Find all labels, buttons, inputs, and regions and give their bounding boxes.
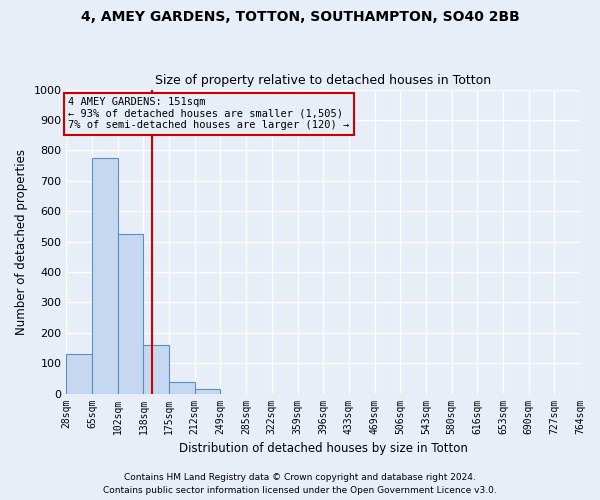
Title: Size of property relative to detached houses in Totton: Size of property relative to detached ho…	[155, 74, 491, 87]
Bar	[92, 158, 118, 394]
Bar	[118, 234, 143, 394]
Bar	[67, 354, 92, 394]
Bar	[143, 345, 169, 394]
Text: 4 AMEY GARDENS: 151sqm
← 93% of detached houses are smaller (1,505)
7% of semi-d: 4 AMEY GARDENS: 151sqm ← 93% of detached…	[68, 97, 350, 130]
Y-axis label: Number of detached properties: Number of detached properties	[15, 148, 28, 334]
X-axis label: Distribution of detached houses by size in Totton: Distribution of detached houses by size …	[179, 442, 467, 455]
Bar	[195, 389, 220, 394]
Text: Contains HM Land Registry data © Crown copyright and database right 2024.
Contai: Contains HM Land Registry data © Crown c…	[103, 474, 497, 495]
Text: 4, AMEY GARDENS, TOTTON, SOUTHAMPTON, SO40 2BB: 4, AMEY GARDENS, TOTTON, SOUTHAMPTON, SO…	[80, 10, 520, 24]
Bar	[169, 382, 195, 394]
